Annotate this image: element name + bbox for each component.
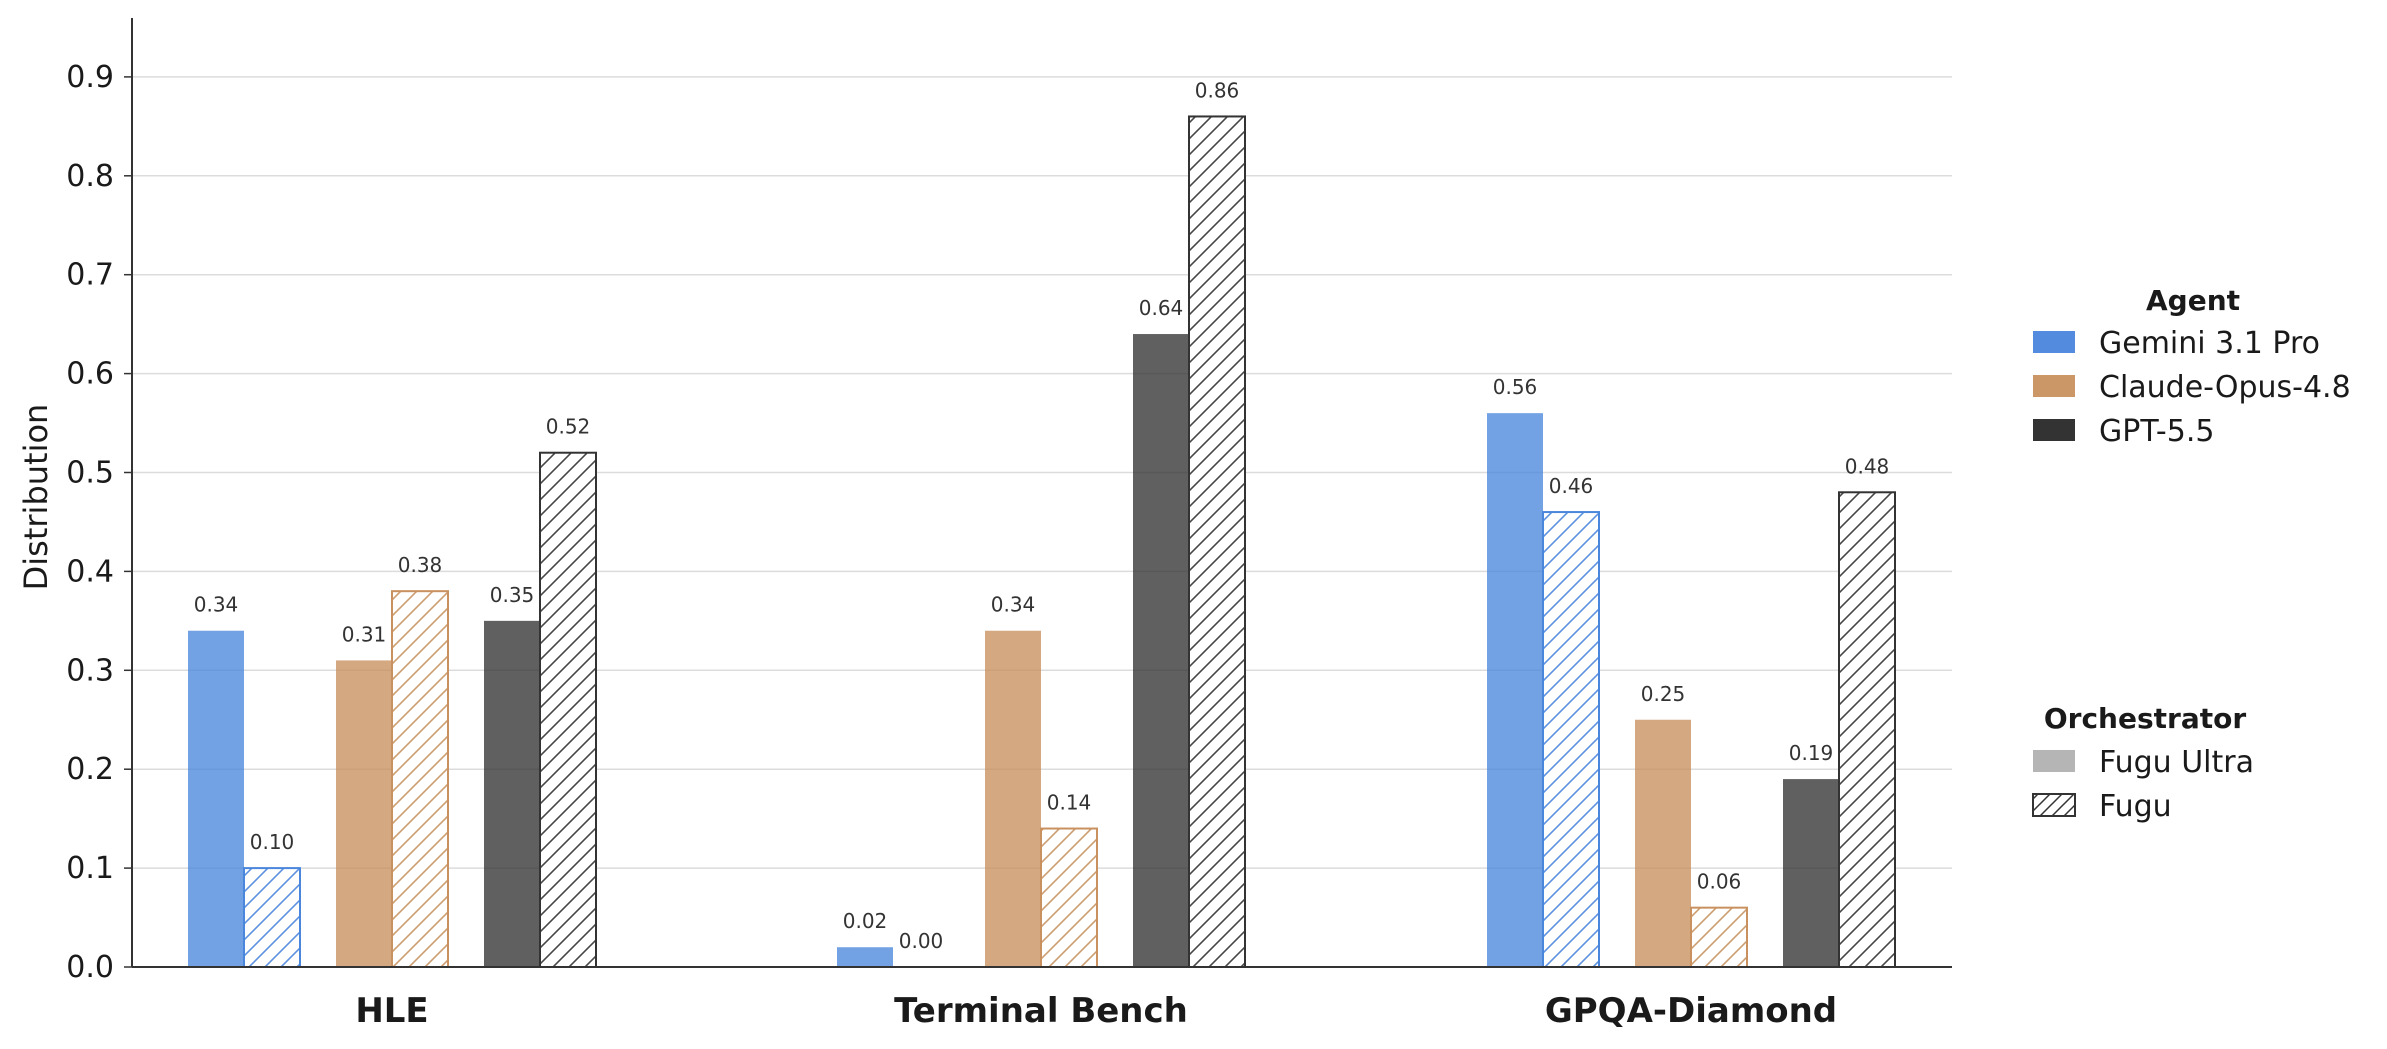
bar-value-label: 0.52 bbox=[546, 415, 591, 439]
y-tick-label: 0.3 bbox=[66, 653, 114, 688]
bar bbox=[985, 630, 1041, 967]
legend-agent-label: GPT-5.5 bbox=[2099, 414, 2214, 449]
bar-value-label: 0.02 bbox=[843, 909, 888, 933]
y-axis-title: Distribution bbox=[17, 404, 55, 591]
legend: Agent Gemini 3.1 Pro Claude-Opus-4.8 GPT-5.… bbox=[2032, 284, 2351, 824]
bar-value-label: 0.64 bbox=[1139, 296, 1184, 320]
bar-value-label: 0.25 bbox=[1641, 682, 1686, 706]
y-tick-label: 0.4 bbox=[66, 554, 114, 589]
legend-orchestrator-label: Fugu Ultra bbox=[2099, 745, 2254, 780]
y-tick-label: 0.6 bbox=[66, 357, 114, 392]
bar-value-label: 0.19 bbox=[1789, 741, 1834, 765]
bar-value-label: 0.48 bbox=[1845, 454, 1890, 478]
bar-value-label: 0.34 bbox=[991, 593, 1036, 617]
legend-orchestrator-label: Fugu bbox=[2099, 789, 2172, 824]
bar bbox=[1838, 491, 1896, 968]
bar bbox=[1487, 413, 1543, 967]
bar bbox=[336, 660, 392, 967]
y-tick-label: 0.5 bbox=[66, 456, 114, 491]
data-labels: 0.34 0.10 0.31 0.38 0.35 0.52 0.02 0.00 0.34 0.14… bbox=[194, 78, 1890, 953]
y-tick-label: 0.0 bbox=[66, 950, 114, 985]
legend-agent-label: Gemini 3.1 Pro bbox=[2099, 326, 2320, 361]
bar-value-label: 0.06 bbox=[1697, 870, 1742, 894]
bar bbox=[391, 590, 449, 968]
bar bbox=[539, 451, 597, 969]
bar bbox=[1133, 334, 1189, 967]
x-category-label: Terminal Bench bbox=[894, 991, 1188, 1031]
x-category-label: HLE bbox=[355, 991, 428, 1031]
legend-orchestrator-title: Orchestrator bbox=[2044, 702, 2247, 735]
bar-value-label: 0.14 bbox=[1047, 791, 1092, 815]
y-tick-label: 0.1 bbox=[66, 851, 114, 886]
bar bbox=[188, 630, 244, 967]
y-tick-label: 0.7 bbox=[66, 258, 114, 293]
bar-value-label: 0.46 bbox=[1549, 474, 1594, 498]
x-category-label: GPQA-Diamond bbox=[1545, 991, 1837, 1031]
legend-swatch bbox=[2033, 419, 2075, 441]
bar bbox=[1783, 779, 1839, 967]
legend-agent-label: Claude-Opus-4.8 bbox=[2099, 370, 2351, 405]
bar-value-label: 0.34 bbox=[194, 593, 239, 617]
bar bbox=[1040, 827, 1098, 968]
bar bbox=[243, 867, 301, 968]
bar-value-label: 0.86 bbox=[1195, 78, 1240, 102]
bar bbox=[1690, 906, 1748, 968]
bar-value-label: 0.31 bbox=[342, 622, 387, 646]
y-tick-label: 0.8 bbox=[66, 159, 114, 194]
legend-swatch bbox=[2033, 375, 2075, 397]
bars bbox=[188, 115, 1896, 969]
bar-value-label: 0.10 bbox=[250, 830, 295, 854]
y-tick-label: 0.9 bbox=[66, 60, 114, 95]
axes: 0.0 0.1 0.2 0.3 0.4 0.5 0.6 0.7 0.8 0.9 HLE Termina… bbox=[66, 18, 1952, 1031]
bar bbox=[1188, 115, 1246, 968]
bar-value-label: 0.38 bbox=[398, 553, 443, 577]
bar bbox=[1542, 511, 1600, 968]
legend-swatch bbox=[2033, 331, 2075, 353]
y-tick-label: 0.2 bbox=[66, 752, 114, 787]
bar bbox=[1635, 719, 1691, 967]
legend-swatch bbox=[2032, 793, 2076, 817]
legend-swatch bbox=[2033, 750, 2075, 772]
bar-value-label: 0.56 bbox=[1493, 375, 1538, 399]
legend-agent-title: Agent bbox=[2146, 284, 2240, 317]
bar bbox=[484, 620, 540, 967]
bar-value-label: 0.00 bbox=[899, 929, 944, 953]
bar bbox=[837, 947, 893, 967]
bar-value-label: 0.35 bbox=[490, 583, 535, 607]
